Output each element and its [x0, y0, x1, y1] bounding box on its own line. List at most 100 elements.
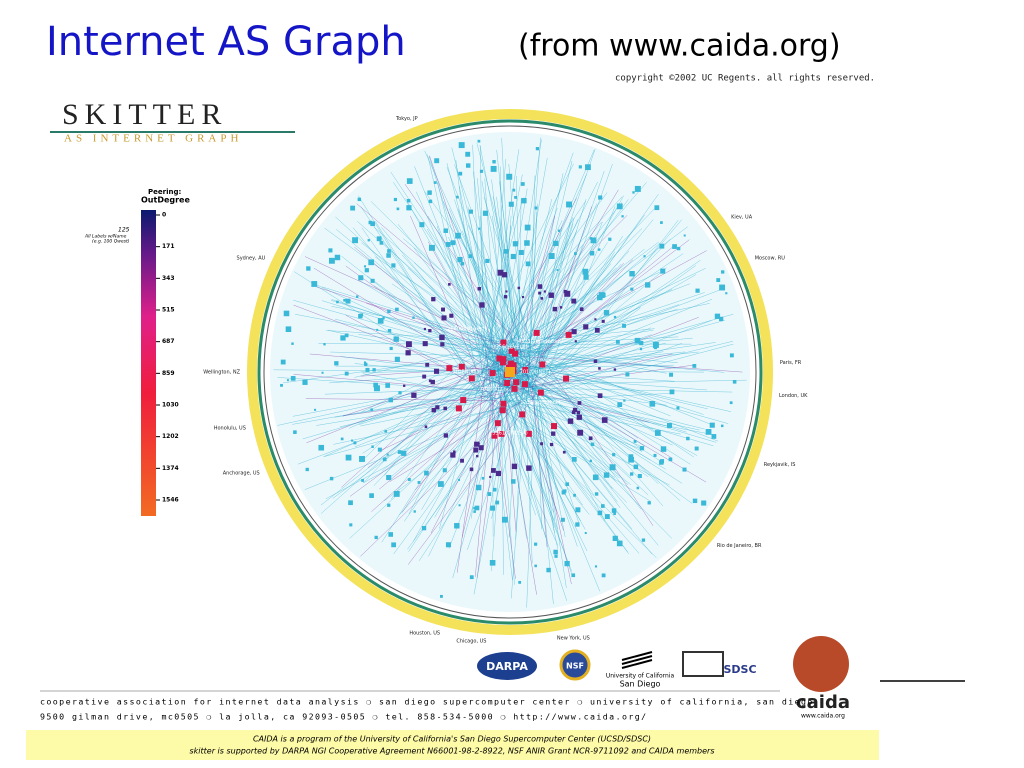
- node: [510, 253, 516, 260]
- edge: [504, 344, 613, 489]
- node: [329, 476, 334, 481]
- edge: [427, 215, 534, 386]
- edge: [316, 397, 489, 426]
- node: [548, 292, 554, 298]
- node: [711, 434, 717, 439]
- node: [535, 147, 540, 151]
- uc-label: University of California: [606, 673, 675, 680]
- node: [512, 188, 516, 192]
- node: [566, 201, 573, 208]
- edge: [481, 163, 574, 349]
- node: [576, 410, 581, 415]
- node: [505, 290, 508, 293]
- edge: [348, 366, 490, 429]
- node: [660, 268, 666, 274]
- edge: [518, 343, 683, 402]
- node: [612, 453, 616, 457]
- edge: [534, 387, 733, 393]
- city-label: Rio de Janeiro, BR: [717, 543, 762, 549]
- node: [448, 283, 451, 286]
- node: [622, 323, 627, 328]
- node: [594, 492, 599, 496]
- core-node: [521, 381, 528, 388]
- node: [421, 526, 427, 531]
- edge: [502, 219, 579, 385]
- node: [492, 487, 497, 492]
- node-label: 286(KPNQwest): [447, 326, 486, 332]
- node: [583, 324, 589, 330]
- node: [344, 333, 349, 338]
- edge: [371, 371, 529, 512]
- node: [583, 274, 589, 280]
- node: [543, 290, 546, 293]
- node: [672, 244, 677, 249]
- node: [457, 256, 463, 263]
- node: [558, 229, 561, 232]
- edge: [532, 343, 734, 398]
- edge: [500, 374, 546, 538]
- node: [669, 389, 675, 395]
- core-node: [496, 355, 503, 362]
- node: [360, 313, 364, 317]
- edge: [491, 352, 719, 442]
- node: [682, 467, 687, 472]
- node: [562, 450, 566, 454]
- node: [481, 476, 485, 480]
- node: [424, 425, 428, 429]
- edge: [534, 387, 580, 524]
- node: [511, 479, 516, 484]
- edge: [508, 230, 578, 382]
- edge: [367, 345, 520, 412]
- node: [458, 504, 461, 507]
- edge: [483, 149, 520, 384]
- edge: [506, 367, 564, 531]
- edge: [330, 300, 506, 354]
- node: [443, 228, 448, 233]
- darpa-label: DARPA: [486, 660, 528, 673]
- node: [474, 505, 480, 511]
- legend-title: OutDegree: [141, 196, 190, 205]
- node: [564, 560, 570, 567]
- node: [367, 239, 370, 242]
- node: [553, 240, 559, 247]
- node: [387, 249, 391, 253]
- edge: [496, 344, 515, 585]
- node: [633, 464, 639, 470]
- node: [395, 307, 399, 312]
- node: [364, 362, 368, 367]
- node: [305, 467, 309, 472]
- nsf-label: NSF: [566, 662, 584, 671]
- edge: [408, 371, 483, 515]
- node: [625, 372, 630, 377]
- node: [477, 286, 482, 291]
- node: [647, 501, 651, 505]
- caida-url: www.caida.org: [801, 713, 845, 720]
- node: [492, 160, 496, 164]
- node: [653, 345, 657, 350]
- node: [433, 368, 440, 374]
- core-node: [494, 420, 501, 427]
- edge: [361, 352, 483, 413]
- node: [633, 440, 637, 443]
- node: [588, 436, 593, 441]
- node: [306, 266, 311, 271]
- node: [280, 383, 283, 387]
- edge: [388, 294, 504, 368]
- edge: [503, 182, 647, 349]
- node: [641, 538, 646, 542]
- edge: [531, 267, 667, 381]
- edge: [467, 206, 502, 391]
- node: [370, 408, 373, 411]
- edge: [524, 347, 664, 507]
- node: [554, 554, 558, 558]
- node: [534, 542, 538, 546]
- edge: [335, 216, 531, 396]
- node: [387, 309, 391, 314]
- legend-note: All Labels w/Name: [84, 234, 127, 240]
- core-node: [522, 366, 529, 373]
- edge: [480, 215, 628, 363]
- edge: [277, 377, 519, 393]
- node: [377, 318, 384, 324]
- node: [388, 397, 393, 403]
- edge: [329, 371, 490, 384]
